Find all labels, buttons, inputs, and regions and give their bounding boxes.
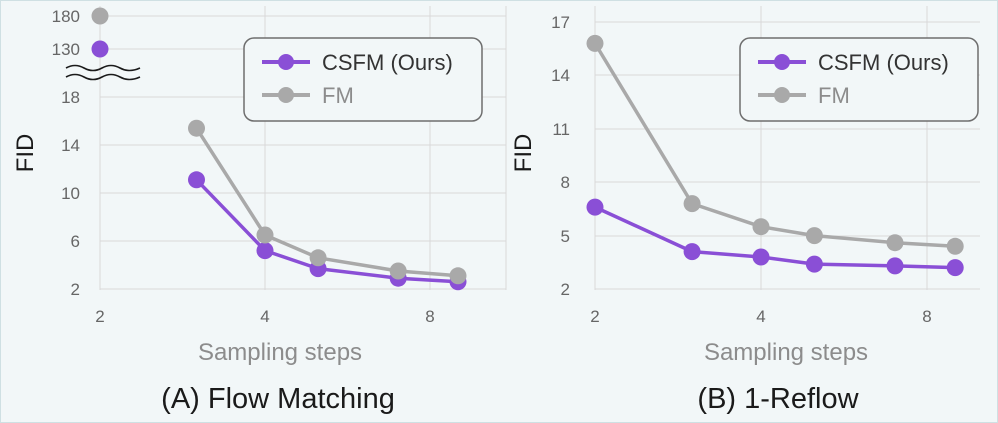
panel-b-data-point-fm: [586, 34, 604, 52]
panel-b-data-point-csfm: [752, 248, 770, 266]
panel-a-legend-label-csfm: CSFM (Ours): [322, 50, 453, 75]
panel-b-legend-label-fm: FM: [818, 83, 850, 108]
panel-b: 17 14 11 8 5 2 2 4 8 Sampling steps FID …: [510, 6, 980, 415]
panel-a-data-point-fm: [91, 7, 109, 25]
panel-b-data-point-csfm: [683, 243, 701, 261]
panel-a-ytick-label: 180: [52, 7, 80, 26]
panel-a: 180 130 18 14 10 6 2 2 4 8 Sampling step…: [12, 6, 507, 415]
panel-b-caption: (B) 1-Reflow: [697, 383, 859, 415]
panel-b-xtick-label: 8: [922, 307, 931, 326]
panel-b-data-point-fm: [683, 195, 701, 213]
panel-b-data-point-fm: [886, 234, 904, 252]
panel-a-xtick-label: 2: [95, 307, 104, 326]
panel-a-data-point-fm: [256, 226, 274, 244]
panel-b-series-line-fm: [593, 41, 957, 249]
panel-a-ytick-label: 18: [61, 88, 80, 107]
panel-a-legend-marker-csfm: [278, 54, 294, 70]
panel-a-series-line-csfm: [194, 178, 460, 284]
axis-break-icon: [65, 64, 141, 81]
panel-b-data-point-fm: [946, 237, 964, 255]
panel-b-legend-marker-csfm: [774, 54, 790, 70]
panel-b-ytick-label: 17: [551, 13, 570, 32]
panel-b-y-axis-title: FID: [510, 134, 537, 173]
panel-b-legend: CSFM (Ours) FM: [739, 37, 979, 122]
panel-b-data-point-csfm: [886, 257, 904, 275]
panel-a-data-point-fm: [188, 119, 205, 137]
panel-b-data-point-csfm: [805, 255, 823, 273]
panel-a-legend-box: [243, 37, 483, 122]
panel-b-legend-box: [739, 37, 979, 122]
panel-b-ytick-label: 2: [561, 280, 570, 299]
panel-a-data-point-csfm: [256, 242, 274, 260]
panel-a-ytick-label: 6: [71, 232, 80, 251]
panel-b-ytick-label: 14: [551, 66, 570, 85]
panel-b-data-point-csfm: [586, 198, 604, 216]
panel-a-legend-label-fm: FM: [322, 83, 354, 108]
panel-a-data-point-csfm: [188, 171, 205, 189]
panel-a-ytick-label: 130: [52, 40, 80, 59]
panel-a-caption: (A) Flow Matching: [161, 383, 395, 415]
panel-a-y-axis-title: FID: [12, 134, 39, 173]
panel-b-x-axis-title: Sampling steps: [704, 339, 868, 366]
panel-b-legend-label-csfm: CSFM (Ours): [818, 50, 949, 75]
panel-b-ytick-label: 11: [552, 120, 570, 139]
panel-a-data-point-fm: [309, 249, 327, 267]
panel-a-legend-marker-fm: [278, 87, 294, 103]
panel-b-data-point-fm: [805, 227, 823, 245]
panel-b-xtick-label: 4: [756, 307, 765, 326]
panel-b-ytick-label: 8: [561, 173, 570, 192]
panel-a-ytick-label: 2: [71, 280, 80, 299]
panel-a-xtick-label: 4: [260, 307, 269, 326]
panel-a-legend: CSFM (Ours) FM: [243, 37, 483, 122]
panel-a-data-point-fm: [389, 262, 407, 280]
panel-a-data-point-csfm: [91, 40, 109, 58]
panel-b-xtick-label: 2: [590, 307, 599, 326]
panel-a-x-axis-title: Sampling steps: [198, 339, 362, 366]
panel-b-series-line-csfm: [593, 205, 957, 270]
panel-a-ytick-label: 10: [61, 184, 80, 203]
panel-a-xtick-label: 8: [425, 307, 434, 326]
panel-a-ytick-label: 14: [61, 136, 80, 155]
panel-a-series-line-fm: [194, 126, 460, 278]
panel-a-data-point-fm: [449, 267, 467, 285]
panel-b-data-point-csfm: [946, 259, 964, 277]
panel-b-legend-marker-fm: [774, 87, 790, 103]
panel-b-data-point-fm: [752, 218, 770, 236]
panel-b-ytick-label: 5: [561, 227, 570, 246]
